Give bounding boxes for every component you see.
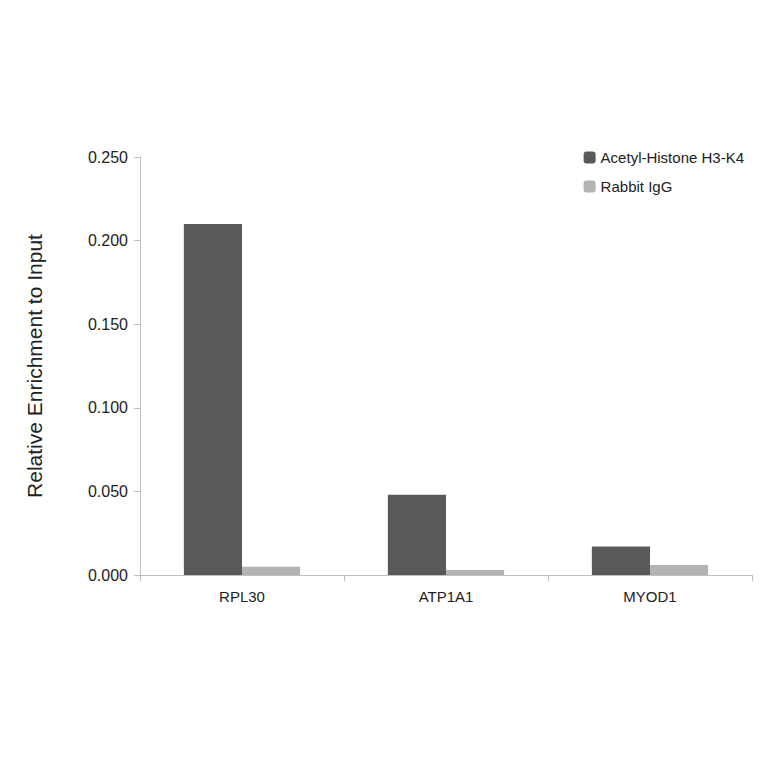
svg-text:0.200: 0.200 <box>88 232 128 249</box>
svg-text:0.150: 0.150 <box>88 316 128 333</box>
svg-text:0.000: 0.000 <box>88 567 128 584</box>
svg-text:0.050: 0.050 <box>88 483 128 500</box>
svg-text:Rabbit IgG: Rabbit IgG <box>601 178 673 195</box>
svg-text:MYOD1: MYOD1 <box>623 588 676 605</box>
svg-text:0.100: 0.100 <box>88 399 128 416</box>
svg-text:Relative Enrichment to Input: Relative Enrichment to Input <box>23 234 46 498</box>
svg-text:RPL30: RPL30 <box>219 588 265 605</box>
svg-text:0.250: 0.250 <box>88 149 128 166</box>
svg-text:ATP1A1: ATP1A1 <box>419 588 474 605</box>
svg-text:Acetyl-Histone H3-K4: Acetyl-Histone H3-K4 <box>601 149 744 166</box>
